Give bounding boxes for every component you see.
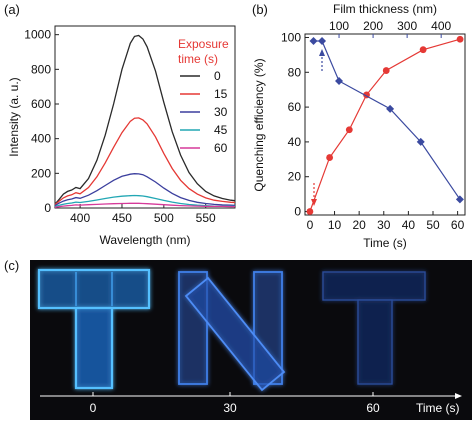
a-ytick-label: 200 <box>31 166 51 180</box>
b-xtick-label: 30 <box>377 218 391 232</box>
a-xtick-label: 550 <box>196 211 216 225</box>
panel-a-label: (a) <box>4 2 20 17</box>
panel-b-xlabel: Time (s) <box>363 236 407 250</box>
blue-arrow-head <box>319 49 325 56</box>
letter-n-30s <box>178 271 286 392</box>
b-ytick-label: 60 <box>288 100 302 114</box>
b-top-tick-label: 400 <box>431 19 451 33</box>
photo-time-axis-arrow <box>455 393 462 399</box>
legend-title-line-2: time (s) <box>178 52 218 66</box>
b-blue-line <box>313 40 461 200</box>
panel-a-series <box>54 34 236 208</box>
b-top-tick-label: 200 <box>363 19 383 33</box>
b-xtick-label: 40 <box>402 218 416 232</box>
n-diagonal <box>184 276 286 392</box>
a-series-0 <box>54 34 236 205</box>
letter-t-0s <box>37 268 151 390</box>
photo-time-label: Time (s) <box>416 401 460 415</box>
photo-tick-label-60: 60 <box>366 401 380 415</box>
b-red-marker <box>382 67 390 74</box>
legend-title-line-1: Exposure <box>178 37 229 51</box>
legend-label-45: 45 <box>214 123 228 137</box>
a-ytick-label: 600 <box>31 97 51 111</box>
b-top-tick-label: 100 <box>329 19 349 33</box>
photo-tick-label-30: 30 <box>223 401 237 415</box>
b-red-marker <box>345 126 353 134</box>
a-series-15 <box>54 117 236 206</box>
b-blue-marker <box>386 104 395 113</box>
b-blue-marker <box>416 137 425 146</box>
letter-t-60s <box>322 271 426 385</box>
panel-b-frame <box>304 33 466 216</box>
b-xtick-label: 60 <box>451 218 465 232</box>
panel-b-top-label: Film thickness (nm) <box>333 2 437 16</box>
a-xtick-label: 400 <box>70 211 90 225</box>
a-ytick-label: 1000 <box>24 28 51 42</box>
b-xtick-label: 20 <box>352 218 366 232</box>
b-ytick-label: 100 <box>281 30 301 44</box>
b-blue-marker <box>318 36 327 45</box>
a-xtick-label: 450 <box>112 211 132 225</box>
b-ytick-label: 40 <box>288 135 302 149</box>
b-xtick-label: 50 <box>426 218 440 232</box>
panel-b-series <box>306 35 464 215</box>
b-blue-marker <box>335 76 344 85</box>
a-ytick-label: 400 <box>31 132 51 146</box>
panel-b: (b) Film thickness (nm) 0 10 20 30 40 50 60 0 20… <box>252 2 466 250</box>
t0-stem <box>74 306 114 390</box>
b-blue-marker <box>455 195 464 204</box>
b-top-tick-label: 300 <box>397 19 417 33</box>
legend-label-30: 30 <box>214 105 228 119</box>
panel-c: (c) 0 3 <box>4 258 472 420</box>
b-xtick-label: 10 <box>328 218 342 232</box>
b-blue-marker <box>309 36 318 45</box>
panel-a-ylabel: Intensity (a. u.) <box>7 77 21 156</box>
b-xtick-label: 0 <box>307 218 314 232</box>
red-arrow-head <box>311 199 317 206</box>
t0-crossbar <box>37 268 151 310</box>
b-red-marker <box>456 35 464 43</box>
panel-b-label: (b) <box>252 2 268 17</box>
panel-a-frame <box>54 25 236 209</box>
panel-a-xlabel: Wavelength (nm) <box>100 233 191 247</box>
panel-a-legend: Exposure time (s) 0 15 30 45 60 <box>178 37 229 155</box>
b-ytick-label: 0 <box>294 205 301 219</box>
panel-a-ticks: 400 450 500 550 0 200 400 600 800 1000 <box>24 28 216 225</box>
a-series-45 <box>54 194 235 208</box>
b-red-marker <box>326 154 334 161</box>
b-red-marker <box>419 46 427 54</box>
a-series-30 <box>54 173 236 207</box>
panel-b-ticks: 0 10 20 30 40 50 60 0 20 40 60 80 100 100 200 300 400 <box>281 19 465 232</box>
a-xtick-label: 500 <box>154 211 174 225</box>
b-ytick-label: 80 <box>288 65 302 79</box>
legend-label-15: 15 <box>214 87 228 101</box>
panel-b-ylabel: Quenching efficiency (%) <box>252 58 266 191</box>
photo-tick-label-0: 0 <box>90 401 97 415</box>
a-series-60 <box>54 202 235 208</box>
a-ytick-label: 0 <box>44 201 51 215</box>
panel-b-arrows <box>311 49 325 206</box>
panel-c-label: (c) <box>4 258 19 273</box>
a-ytick-label: 800 <box>31 62 51 76</box>
b-ytick-label: 20 <box>288 170 302 184</box>
b-red-marker <box>306 208 314 215</box>
t60-stem <box>357 299 393 385</box>
legend-label-60: 60 <box>214 141 228 155</box>
legend-label-0: 0 <box>214 69 221 83</box>
t60-crossbar <box>322 271 426 301</box>
